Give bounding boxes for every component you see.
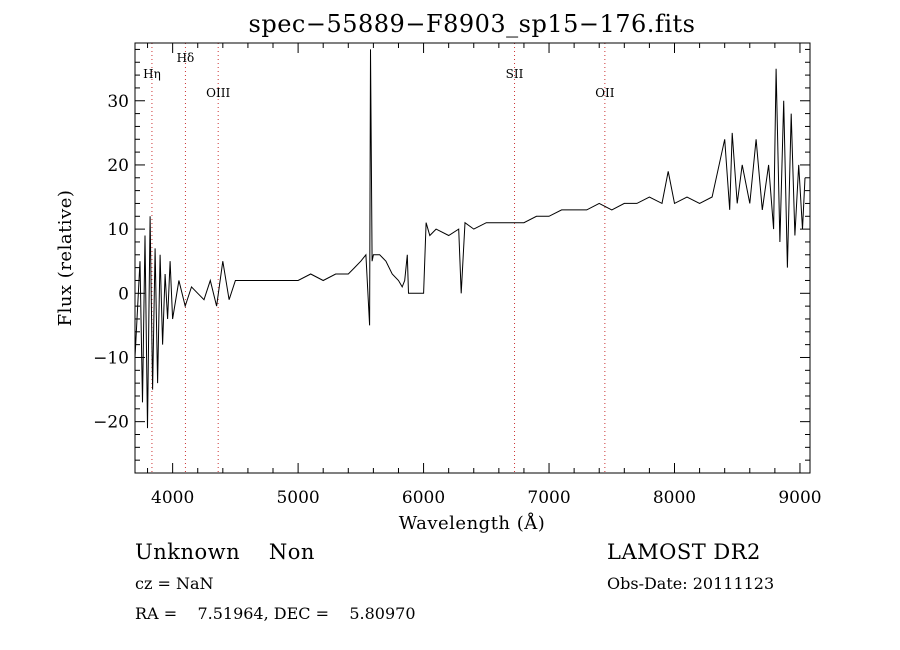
y-axis-label: Flux (relative) <box>55 190 76 327</box>
object-class-text: Unknown Non <box>135 540 315 564</box>
y-tick-label-2: 0 <box>118 284 129 304</box>
y-tick-label-1: −10 <box>93 348 129 368</box>
y-tick-label-5: 30 <box>107 92 129 112</box>
coordinates-text: RA = 7.51964, DEC = 5.80970 <box>135 604 416 623</box>
y-tick-label-0: −20 <box>93 413 129 433</box>
x-tick-label-2: 6000 <box>402 488 445 508</box>
y-tick-label-4: 20 <box>107 156 129 176</box>
x-tick-label-3: 7000 <box>527 488 570 508</box>
survey-label: LAMOST DR2 <box>607 540 761 564</box>
x-tick-label-4: 8000 <box>653 488 696 508</box>
line-label-3: SII <box>506 67 524 81</box>
chart-title: spec−55889−F8903_sp15−176.fits <box>249 10 696 38</box>
observation-date: Obs-Date: 20111123 <box>607 574 775 593</box>
x-axis-label: Wavelength (Å) <box>399 512 546 534</box>
line-label-4: OII <box>595 86 615 100</box>
line-label-0: Hη <box>143 67 161 81</box>
x-tick-label-1: 5000 <box>276 488 319 508</box>
x-tick-label-0: 4000 <box>151 488 194 508</box>
emission-line-labels: Hη Hδ OIII SII OII <box>143 51 615 100</box>
redshift-text: cz = NaN <box>135 574 214 593</box>
x-tick-label-5: 9000 <box>778 488 821 508</box>
spectrum-series-line <box>134 49 806 429</box>
line-label-2: OIII <box>206 86 230 100</box>
line-label-1: Hδ <box>177 51 195 65</box>
y-tick-label-3: 10 <box>107 220 129 240</box>
axes: 4000 5000 6000 7000 8000 9000 −20 −10 0 10 20 30 <box>93 43 822 508</box>
plot-frame <box>134 42 811 474</box>
emission-line-markers <box>151 43 606 473</box>
